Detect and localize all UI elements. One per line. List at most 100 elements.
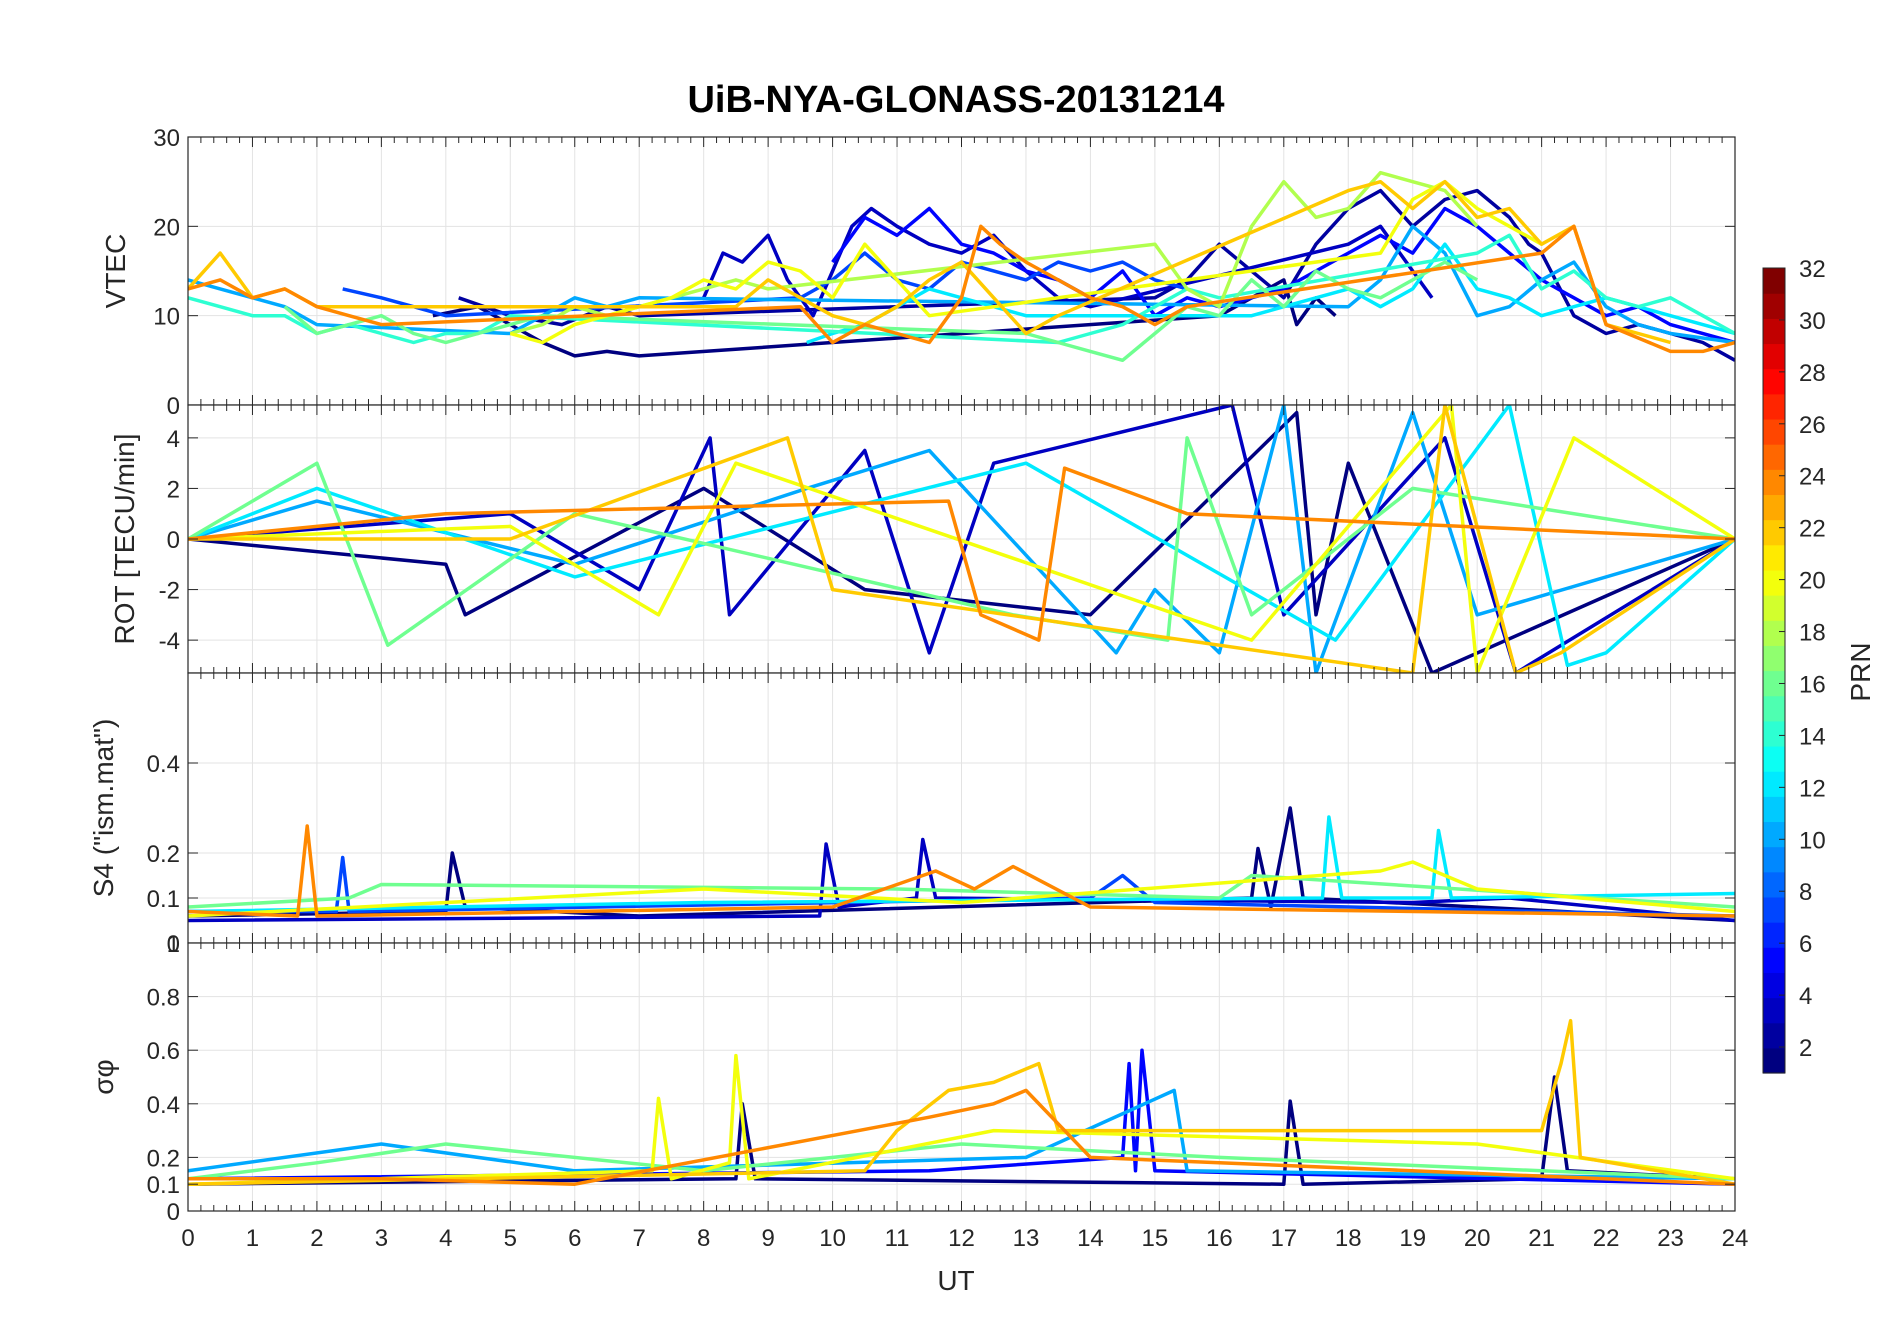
x-tick-label: 16 — [1206, 1225, 1233, 1252]
x-tick-label: 13 — [1013, 1225, 1040, 1252]
sigma_phi-ylabel: σφ — [88, 1059, 119, 1094]
colorbar-swatch — [1763, 519, 1785, 546]
colorbar-swatch — [1763, 846, 1785, 873]
y-ticks: 0 0.1 0.2 0.4 — [147, 751, 1735, 958]
colorbar-swatch — [1763, 620, 1785, 646]
sigma_phi-series-prn-5 — [188, 1048, 1735, 1186]
y-tick-label: 10 — [153, 304, 180, 331]
colorbar-tick-label: 26 — [1799, 412, 1826, 439]
x-tick-label: 21 — [1528, 1225, 1555, 1252]
x-tick-label: 3 — [375, 1225, 388, 1252]
colorbar-swatch — [1763, 469, 1785, 496]
colorbar-tick-label: 2 — [1799, 1035, 1812, 1062]
colorbar-tick-label: 28 — [1799, 360, 1826, 387]
sigma_phi-series-prn-1 — [188, 1075, 1735, 1186]
x-axis-label: UT — [937, 1265, 974, 1296]
rot-ylabel: ROT [TECU/min] — [109, 433, 140, 644]
colorbar-swatch — [1763, 318, 1785, 345]
y-tick-label: 0 — [167, 1199, 180, 1226]
colorbar-swatch — [1763, 720, 1785, 747]
x-tick-label: 2 — [310, 1225, 323, 1252]
colorbar-swatch — [1763, 670, 1785, 697]
x-tick-label: 23 — [1657, 1225, 1684, 1252]
sigma_phi-series-prn-10 — [188, 1088, 1735, 1181]
colorbar-tick-label: 20 — [1799, 568, 1826, 595]
y-tick-label: 0 — [167, 527, 180, 554]
panel-rot: -4 -2 0 2 4 ROT [TECU/min] — [109, 404, 1736, 674]
rot-series-prn-20 — [188, 405, 1735, 673]
colorbar-frame — [1762, 267, 1786, 1074]
x-tick-label: 6 — [568, 1225, 581, 1252]
colorbar-swatch — [1763, 796, 1785, 823]
colorbar-swatch — [1763, 997, 1785, 1024]
colorbar-tick-label: 32 — [1799, 256, 1826, 283]
colorbar-swatch — [1763, 268, 1785, 294]
y-tick-label: 0.8 — [147, 985, 180, 1012]
colorbar-swatch — [1763, 444, 1785, 470]
x-tick-label: 15 — [1142, 1225, 1169, 1252]
x-tick-label: 20 — [1464, 1225, 1491, 1252]
colorbar-tick-label: 6 — [1799, 931, 1812, 958]
colorbar-tick-label: 8 — [1799, 879, 1812, 906]
s4-ylabel: S4 ("ism.mat") — [88, 719, 119, 898]
x-tick-label: 7 — [633, 1225, 646, 1252]
colorbar-tick-label: 30 — [1799, 308, 1826, 335]
colorbar-tick-label: 16 — [1799, 671, 1826, 698]
colorbar-label: PRN — [1845, 642, 1876, 701]
y-tick-label: 4 — [167, 426, 180, 453]
y-tick-label: 2 — [167, 476, 180, 503]
colorbar-swatch — [1763, 293, 1785, 319]
x-tick-label: 5 — [504, 1225, 517, 1252]
y-tick-label: 20 — [153, 214, 180, 241]
colorbar-tick-label: 18 — [1799, 620, 1826, 647]
colorbar-swatch — [1763, 595, 1785, 621]
x-tick-label: 14 — [1077, 1225, 1104, 1252]
colorbar-swatch — [1763, 1047, 1785, 1074]
vtec-series-prn-24 — [188, 224, 1735, 354]
panel-vtec: 0 10 20 30 VTEC — [100, 125, 1736, 420]
y-ticks: -4 -2 0 2 4 — [159, 426, 1735, 655]
panel-s4: 0 0.1 0.2 0.4 S4 ("ism.mat") — [88, 672, 1736, 958]
y-tick-label: 0.6 — [147, 1038, 180, 1065]
rot-series-prn-1 — [188, 410, 1735, 673]
sigma_phi-series-group — [188, 1018, 1735, 1186]
vtec-series-group — [188, 170, 1735, 363]
x-tick-label: 18 — [1335, 1225, 1362, 1252]
sigma_phi-series-prn-24 — [188, 1088, 1735, 1186]
vtec-series-prn-2 — [458, 188, 1735, 362]
rot-series-prn-3 — [188, 405, 1735, 673]
y-tick-label: 0.4 — [147, 1092, 180, 1119]
colorbar-swatch — [1763, 569, 1785, 596]
colorbar-swatch — [1763, 494, 1785, 521]
colorbar-tick-label: 12 — [1799, 775, 1826, 802]
colorbar-swatch — [1763, 821, 1785, 848]
x-tick-label: 19 — [1399, 1225, 1426, 1252]
y-tick-label: 0.2 — [147, 841, 180, 868]
colorbar-swatch — [1763, 544, 1785, 571]
sigma_phi-series-prn-20 — [188, 1053, 1735, 1186]
y-tick-label: 0.2 — [147, 1145, 180, 1172]
chart-title: UiB-NYA-GLONASS-20131214 — [687, 79, 1224, 121]
y-tick-label: -2 — [159, 578, 180, 605]
colorbar-swatch — [1763, 871, 1785, 898]
x-tick-label: 0 — [181, 1225, 194, 1252]
y-tick-label: 0.4 — [147, 751, 180, 778]
x-tick-label: 17 — [1270, 1225, 1297, 1252]
s4-series-group — [188, 806, 1735, 923]
s4-series-prn-3 — [188, 837, 1735, 923]
rot-series-prn-22 — [188, 405, 1735, 673]
colorbar-tick-label: 4 — [1799, 983, 1812, 1010]
x-tick-label: 11 — [885, 1225, 910, 1252]
colorbar-swatch — [1763, 947, 1785, 973]
x-tick-label: 1 — [246, 1225, 259, 1252]
y-tick-label: 0.1 — [147, 1172, 180, 1199]
colorbar-tick-label: 14 — [1799, 723, 1826, 750]
colorbar-swatch — [1763, 972, 1785, 999]
x-tick-label: 9 — [761, 1225, 774, 1252]
y-tick-label: 1 — [167, 931, 180, 958]
vtec-series-prn-3 — [702, 206, 1434, 318]
x-ticks — [187, 943, 1736, 1211]
